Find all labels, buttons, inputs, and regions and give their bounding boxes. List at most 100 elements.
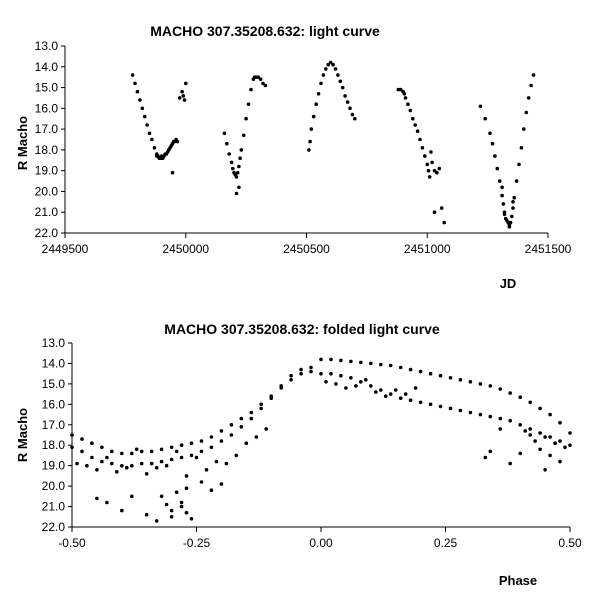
data-point: [154, 519, 159, 523]
data-point: [229, 160, 234, 165]
data-point: [408, 108, 413, 113]
data-point: [408, 367, 413, 372]
data-point: [345, 100, 350, 104]
data-point: [231, 166, 235, 171]
data-point: [75, 461, 79, 466]
data-point: [432, 210, 437, 214]
data-point: [364, 378, 368, 382]
x-tick-label: 2450000: [162, 242, 209, 256]
data-point: [308, 139, 312, 144]
y-tick-label: 15.0: [42, 377, 66, 391]
data-point: [442, 220, 447, 225]
data-point: [239, 425, 244, 429]
y-tick-label: 18.0: [42, 438, 66, 452]
data-point: [169, 508, 174, 513]
data-point: [369, 384, 373, 388]
data-point: [259, 402, 264, 407]
x-tick-label: -0.50: [58, 536, 86, 550]
data-point: [533, 439, 537, 443]
data-point: [259, 406, 264, 411]
data-point: [468, 410, 473, 415]
data-point: [548, 453, 552, 458]
data-point: [543, 468, 547, 472]
data-point: [120, 508, 124, 513]
data-point: [418, 400, 423, 405]
data-point: [438, 404, 443, 409]
data-point: [374, 390, 378, 394]
data-point: [174, 490, 179, 495]
data-point: [428, 371, 433, 376]
data-point: [488, 414, 493, 419]
x-tick-label: 2450500: [283, 242, 330, 256]
data-point: [359, 360, 363, 365]
data-point: [169, 457, 174, 462]
data-point: [423, 154, 427, 158]
data-point: [309, 365, 313, 370]
data-point: [152, 146, 157, 150]
data-point: [234, 175, 239, 179]
data-point: [458, 408, 463, 413]
data-point: [344, 386, 348, 390]
y-tick-label: 22.0: [35, 226, 59, 240]
data-point: [406, 102, 410, 106]
data-point: [209, 488, 214, 493]
data-point: [144, 472, 149, 476]
data-point: [508, 418, 512, 423]
data-point: [184, 486, 189, 491]
data-point: [130, 463, 134, 468]
data-point: [379, 388, 383, 392]
y-tick-label: 15.0: [35, 81, 59, 95]
data-point: [508, 220, 513, 225]
data-point: [511, 200, 515, 204]
data-point: [100, 445, 104, 450]
data-point: [343, 94, 347, 98]
data-point: [194, 455, 199, 460]
data-point: [241, 133, 246, 138]
data-point: [164, 502, 169, 507]
data-point: [159, 156, 164, 160]
data-point: [120, 451, 124, 456]
data-point: [234, 453, 239, 458]
data-point: [437, 166, 442, 171]
data-point: [179, 455, 184, 460]
data-point: [402, 92, 407, 96]
data-point: [142, 114, 147, 119]
data-point: [415, 129, 420, 133]
y-tick-label: 20.0: [42, 479, 66, 493]
data-point: [369, 361, 373, 366]
data-point: [85, 463, 89, 468]
data-point: [309, 369, 313, 374]
data-point: [199, 480, 204, 484]
data-point: [488, 449, 493, 454]
data-point: [429, 150, 433, 154]
data-point: [538, 431, 542, 435]
data-point: [219, 482, 224, 486]
data-point: [80, 437, 84, 441]
data-point: [359, 380, 363, 384]
data-point: [427, 175, 432, 179]
y-tick-label: 21.0: [35, 205, 59, 219]
data-point: [498, 427, 503, 431]
data-point: [199, 449, 204, 454]
chart-top-title: MACHO 307.35208.632: light curve: [150, 23, 380, 39]
data-point: [493, 154, 497, 158]
data-point: [189, 453, 194, 458]
data-point: [70, 433, 74, 437]
data-point: [130, 73, 135, 77]
data-point: [495, 166, 500, 171]
data-point: [239, 416, 244, 421]
data-point: [184, 510, 189, 515]
y-tick-label: 14.0: [35, 60, 59, 74]
data-point: [413, 386, 418, 390]
data-point: [508, 461, 512, 466]
data-point: [338, 79, 343, 84]
data-point: [169, 515, 174, 519]
data-point: [490, 141, 495, 146]
data-point: [219, 429, 224, 433]
x-tick-label: -0.25: [183, 536, 211, 550]
chart-bottom-x-ticks: -0.50 -0.25 0.00 0.25 0.50: [58, 527, 582, 550]
data-point: [500, 185, 504, 190]
chart-bottom-ylabel: R Macho: [15, 408, 30, 462]
data-point: [139, 461, 144, 466]
y-tick-label: 16.0: [42, 397, 66, 411]
